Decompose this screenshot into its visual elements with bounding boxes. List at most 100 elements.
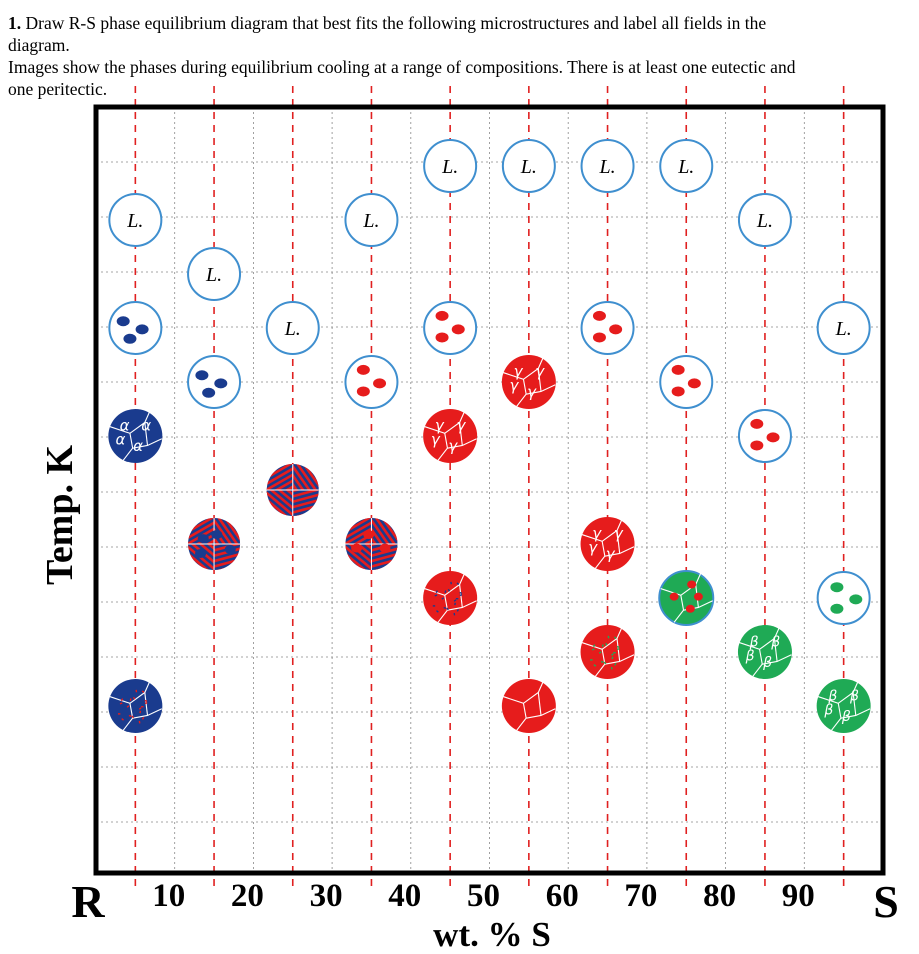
gamma-lamella [371, 544, 398, 570]
x-axis-labels: R S 10 20 30 40 50 60 70 80 90 wt. % S [71, 876, 898, 954]
gamma-lamella [188, 544, 215, 570]
precipitate [144, 699, 148, 702]
precipitate [611, 656, 614, 660]
microstructure-L: L. [580, 139, 635, 193]
gamma-grain-circle [423, 409, 478, 463]
grain-boundary [503, 356, 545, 380]
x-axis-tick-label: 30 [310, 878, 343, 914]
gamma-lamella [266, 490, 293, 516]
microstructure-beta: β ββ β [816, 679, 871, 733]
alpha-grain-circle [108, 679, 163, 733]
gamma-lamella [292, 464, 319, 490]
question-line-3: Images show the phases during equilibriu… [8, 57, 796, 77]
precipitate [135, 689, 138, 693]
precipitate [600, 660, 604, 663]
solid-particle [363, 530, 375, 540]
gamma-lamella [292, 490, 319, 514]
microstructure-gamma: γ γγ γ [423, 409, 478, 463]
solid-particle [195, 370, 209, 381]
grain-boundary [424, 572, 466, 596]
phase-symbol: α [120, 417, 130, 435]
precipitate [132, 696, 136, 700]
gamma-lamella [214, 562, 241, 570]
precipitate [459, 594, 463, 597]
precipitate [603, 661, 607, 665]
solid-particle [356, 364, 370, 375]
x-axis-tick-label: 50 [467, 878, 500, 914]
phase-symbol: γ [457, 417, 467, 435]
eutectic-colony [214, 544, 241, 570]
gamma-lamella [345, 544, 372, 570]
liquid-circle [187, 247, 242, 301]
gamma-lamella [188, 518, 215, 523]
grain-boundary [424, 410, 466, 434]
phase-symbol: γ [592, 525, 602, 543]
gamma-lamella [292, 493, 319, 516]
grain-boundary [109, 680, 151, 704]
gamma-grain-circle [580, 625, 635, 679]
question-number: 1. [8, 13, 22, 33]
liquid-circle [423, 301, 478, 355]
gamma-lamella [371, 544, 398, 568]
microstructure-L: L. [737, 193, 792, 247]
precipitate [453, 612, 456, 616]
microstructure-L+gamma [344, 355, 399, 409]
microstructure-beta+gamma-grains [658, 570, 715, 626]
solid-particle [849, 594, 863, 605]
gamma-lamella [266, 464, 293, 490]
grain-boundary [459, 422, 463, 446]
phase-symbol: γ [431, 431, 441, 449]
solid-particle [195, 548, 207, 558]
precipitate [598, 651, 602, 654]
grain-boundary [773, 638, 778, 662]
solid-particle [211, 530, 223, 540]
microstructure-gamma: γ γγ γ [580, 517, 635, 571]
gamma-lamella [266, 464, 293, 490]
liquid-label: L. [520, 156, 537, 178]
gamma-lamella [371, 518, 398, 544]
phase-symbol: β [745, 649, 755, 665]
precipitate [601, 644, 604, 648]
microstructure-gamma+beta-precip [580, 625, 635, 679]
phase-symbol: α [133, 437, 143, 455]
precipitate [607, 635, 610, 639]
precipitate [614, 662, 617, 666]
gamma-lamella [266, 464, 293, 469]
grain-boundary [503, 680, 545, 704]
gamma-lamella [292, 464, 319, 490]
liquid-circle [344, 193, 399, 247]
liquid-label: L. [362, 210, 379, 232]
precipitate [432, 605, 436, 607]
precipitate [613, 652, 616, 654]
microstructure-L: L. [659, 139, 714, 193]
liquid-label: L. [835, 318, 852, 340]
phase-symbol: β [823, 703, 833, 719]
liquid-circle [108, 301, 163, 355]
gamma-lamella [292, 464, 319, 490]
grain-boundary [144, 422, 149, 446]
solid-particle [214, 378, 228, 389]
beta-grain-circle [737, 625, 792, 679]
microstructure-gamma-plain [501, 679, 556, 733]
precipitate [593, 664, 597, 667]
precipitate [446, 607, 449, 611]
x-axis-tick-label: 80 [703, 878, 736, 914]
precipitate [141, 716, 145, 720]
microstructure-L+gamma [737, 409, 792, 463]
liquid-circle [265, 301, 320, 355]
grain-boundary [660, 572, 702, 596]
gamma-lamella [266, 464, 293, 490]
liquid-label: L. [756, 210, 773, 232]
grain-boundary [109, 410, 151, 434]
phase-symbol: β [770, 635, 780, 651]
gamma-grain-circle [501, 355, 556, 409]
grain-boundary [537, 692, 542, 716]
x-axis-right-end-label: S [873, 876, 899, 927]
precipitate [611, 653, 614, 656]
microstructure-alpha+gamma-precip [108, 679, 163, 733]
precipitate [447, 588, 451, 592]
eutectic-colony [371, 518, 398, 544]
question-line-2: diagram. [8, 35, 70, 55]
liquid-circle [816, 301, 871, 355]
phase-symbol: γ [448, 437, 458, 455]
